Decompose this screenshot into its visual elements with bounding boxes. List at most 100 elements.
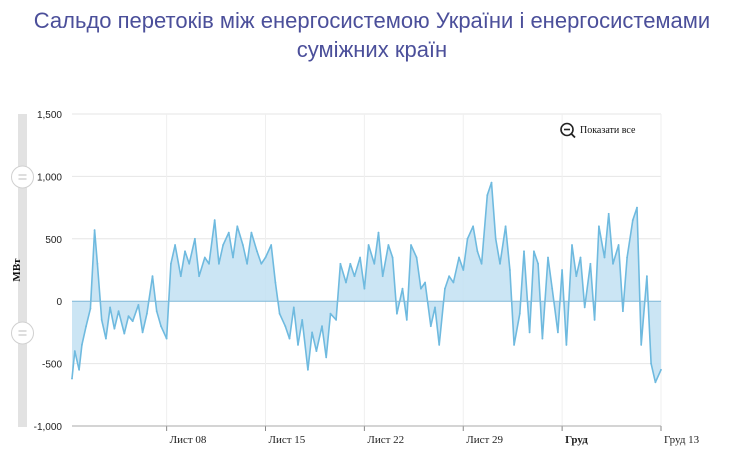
data-point	[359, 256, 361, 259]
data-point	[626, 256, 628, 259]
data-point	[650, 362, 652, 365]
data-point	[188, 262, 191, 265]
x-tick-label: Груд 13	[664, 434, 700, 446]
data-point	[170, 262, 172, 265]
data-point	[480, 262, 483, 265]
data-point	[579, 256, 582, 259]
data-point	[575, 275, 578, 278]
data-point	[146, 312, 148, 315]
data-point	[622, 310, 624, 313]
data-point	[444, 287, 446, 290]
range-handle-top[interactable]	[11, 165, 34, 189]
reset-zoom-button[interactable]: Показати все	[560, 122, 636, 139]
data-point	[117, 310, 120, 313]
data-point	[533, 250, 535, 253]
data-point	[339, 262, 342, 265]
data-point	[494, 237, 497, 240]
data-point	[71, 377, 73, 380]
data-point	[565, 344, 568, 346]
y-tick-label: 500	[45, 235, 62, 246]
data-point	[81, 344, 83, 346]
data-point	[232, 256, 234, 259]
data-point	[429, 325, 432, 328]
x-tick-label: Лист 08	[170, 434, 207, 446]
data-point	[420, 287, 422, 290]
data-point	[541, 337, 544, 340]
data-point	[528, 331, 531, 334]
data-point	[583, 306, 586, 309]
data-point	[307, 368, 309, 371]
data-point	[363, 287, 366, 290]
series-area	[72, 182, 661, 383]
data-point	[160, 325, 162, 328]
data-point	[424, 281, 426, 284]
data-point	[434, 306, 436, 309]
data-point	[284, 325, 287, 328]
data-point	[242, 244, 244, 246]
data-point	[415, 256, 418, 259]
data-point	[607, 212, 610, 215]
y-tick-label: 1,000	[37, 172, 62, 183]
data-point	[109, 306, 111, 309]
data-point	[155, 310, 158, 313]
data-point	[486, 194, 489, 197]
data-point	[208, 262, 210, 265]
data-point	[179, 275, 182, 278]
data-point	[476, 250, 479, 253]
data-point	[571, 244, 573, 246]
data-point	[458, 256, 460, 259]
data-point	[391, 256, 394, 259]
data-point	[151, 275, 154, 278]
range-handle-bottom[interactable]	[11, 321, 34, 345]
series-line	[71, 181, 662, 384]
range-scrollbar-track[interactable]	[18, 114, 27, 427]
x-tick-label: Лист 29	[466, 434, 503, 446]
data-point	[499, 262, 501, 265]
data-point	[321, 325, 323, 328]
data-point	[123, 332, 126, 335]
data-point	[654, 381, 657, 384]
data-point	[472, 225, 474, 228]
y-axis-label: МВт	[11, 258, 23, 282]
data-point	[509, 269, 511, 271]
data-point	[203, 256, 206, 259]
data-point	[96, 262, 99, 265]
y-tick-label: -1,000	[34, 422, 63, 433]
data-point	[260, 262, 263, 265]
data-point	[387, 244, 390, 246]
series-layer	[71, 181, 662, 384]
data-point	[381, 275, 384, 278]
x-tick-label: Лист 15	[269, 434, 306, 446]
x-tick-label: Груд	[565, 434, 588, 446]
data-point	[174, 244, 177, 246]
data-point	[165, 337, 168, 340]
x-tick-label: Лист 22	[367, 434, 404, 446]
chart-title: Сальдо перетоків між енергосистемою Укра…	[0, 6, 744, 64]
data-point	[551, 287, 554, 290]
data-point	[345, 281, 347, 284]
data-point	[113, 327, 116, 330]
data-point	[184, 250, 186, 253]
data-point	[373, 262, 376, 265]
data-point	[640, 344, 643, 346]
data-point	[85, 325, 87, 328]
y-tick-label: 1,500	[37, 110, 62, 121]
data-point	[396, 312, 398, 315]
data-point	[89, 307, 92, 310]
chart-title-line-1: Сальдо перетоків між енергосистемою Укра…	[33, 8, 711, 33]
zoom-out-icon	[560, 122, 574, 137]
data-point	[246, 262, 249, 265]
data-point	[367, 244, 370, 246]
data-point	[523, 250, 525, 253]
data-point	[547, 256, 549, 259]
data-point	[557, 331, 559, 334]
data-point	[198, 275, 201, 278]
data-point	[73, 350, 76, 352]
data-point	[603, 256, 606, 259]
data-point	[137, 304, 140, 306]
data-point	[250, 231, 253, 234]
data-point	[518, 312, 521, 315]
data-point	[131, 320, 134, 323]
data-point	[297, 344, 299, 346]
data-point	[270, 244, 273, 246]
